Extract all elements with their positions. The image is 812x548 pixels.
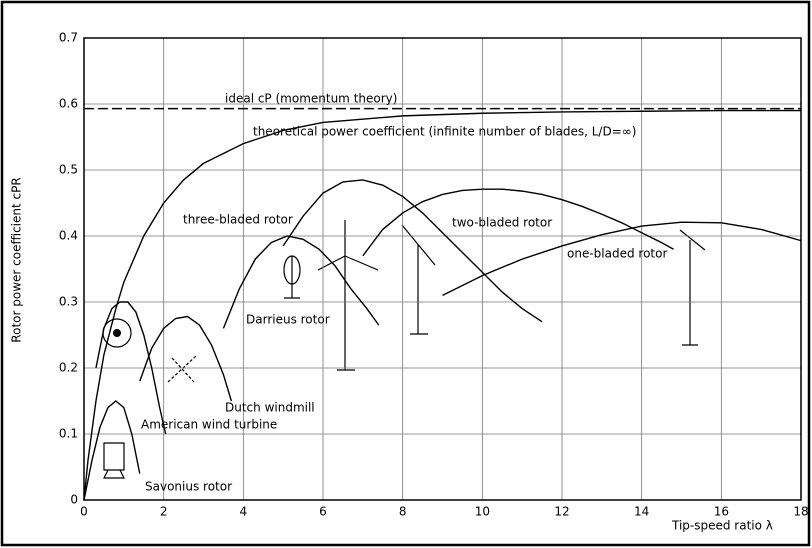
- curve-label: one-bladed rotor: [567, 247, 667, 261]
- curve-label: Darrieus rotor: [246, 313, 330, 327]
- series-line: [139, 315, 233, 402]
- y-tick-label: 0.2: [59, 361, 78, 375]
- series-line: [95, 301, 167, 435]
- icon-darrieus-tower: [284, 256, 300, 299]
- x-tick-label: 8: [399, 505, 407, 519]
- x-axis-label: Tip-speed ratio λ: [671, 519, 773, 533]
- icon-one: [679, 229, 706, 346]
- icon-two: [401, 224, 436, 335]
- x-tick-label: 18: [793, 505, 808, 519]
- curve-label: American wind turbine: [141, 418, 277, 432]
- icon-dutch: [167, 355, 197, 383]
- curve-label: theoretical power coefficient (infinite …: [253, 125, 636, 139]
- plot-border: [83, 37, 802, 501]
- x-tick-label: 4: [240, 505, 248, 519]
- y-tick-label: 0.5: [59, 163, 78, 177]
- y-tick-label: 0.3: [59, 295, 78, 309]
- x-tick-label: 0: [80, 505, 88, 519]
- y-tick-label: 0.4: [59, 229, 78, 243]
- y-tick-label: 0.6: [59, 97, 78, 111]
- icons: [102, 220, 706, 479]
- y-tick-label: 0.7: [59, 31, 78, 45]
- series-line: [222, 235, 380, 329]
- x-tick-label: 14: [634, 505, 649, 519]
- curve-label: three-bladed rotor: [183, 213, 293, 227]
- curve-label: Dutch windmill: [225, 401, 315, 415]
- curve-label: ideal cP (momentum theory): [225, 92, 397, 106]
- y-tick-label: 0.1: [59, 427, 78, 441]
- series-line: [362, 188, 674, 257]
- y-tick-label: 0: [70, 493, 78, 507]
- x-tick-label: 6: [319, 505, 327, 519]
- x-tick-label: 2: [160, 505, 168, 519]
- curve-label: Savonius rotor: [145, 480, 232, 494]
- x-tick-label: 10: [475, 505, 490, 519]
- series-line: [83, 400, 141, 501]
- icon-savonius: [103, 442, 125, 479]
- x-tick-label: 16: [714, 505, 729, 519]
- x-tick-label: 12: [554, 505, 569, 519]
- icon-three: [317, 220, 379, 371]
- series-line: [442, 221, 802, 297]
- curve-label: two-bladed rotor: [452, 216, 552, 230]
- icon-hub: [113, 329, 121, 337]
- series-line: [83, 109, 801, 501]
- series-line: [282, 179, 543, 323]
- y-axis-label: Rotor power coefficient cPR: [10, 177, 24, 342]
